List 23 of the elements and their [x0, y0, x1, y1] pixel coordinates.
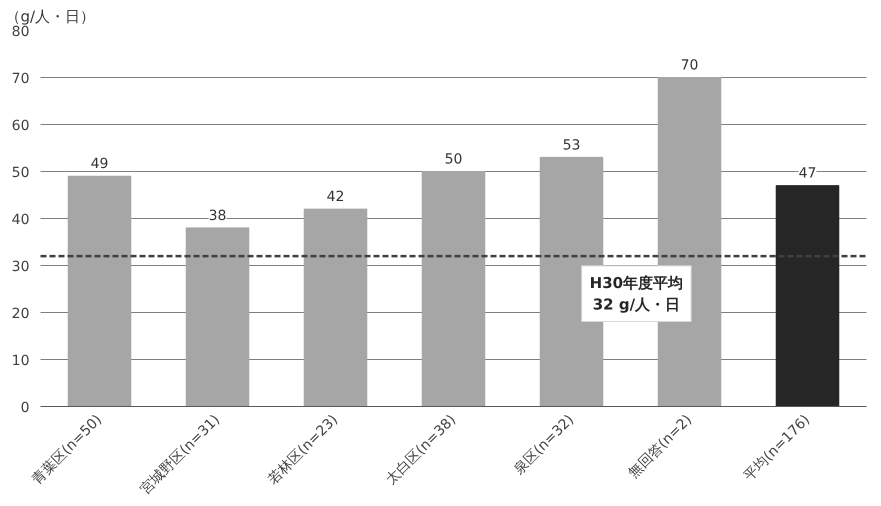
bar: [68, 176, 132, 406]
y-tick-label: 20: [12, 306, 30, 322]
data-label: 47: [798, 166, 816, 182]
ref-line-label: H30年度平均 32 g/人・日: [590, 274, 684, 314]
y-tick-label: 60: [12, 118, 30, 134]
y-tick-label: 0: [20, 400, 30, 416]
data-label: 49: [90, 156, 108, 172]
y-tick-label: 40: [12, 212, 30, 228]
bar: [776, 185, 840, 406]
data-label: 70: [680, 58, 698, 74]
y-tick-label: 30: [12, 259, 30, 275]
bar: [422, 171, 486, 406]
data-label: 50: [444, 152, 462, 168]
bar: [186, 227, 250, 406]
y-tick-label: 50: [12, 165, 30, 181]
data-label: 38: [208, 208, 226, 224]
data-label: 42: [326, 189, 344, 206]
bar: [304, 208, 368, 406]
data-label: 53: [562, 137, 580, 154]
y-axis-title: （g/人・日）: [6, 8, 96, 26]
y-tick-label: 70: [12, 71, 30, 87]
y-tick-label: 80: [12, 24, 30, 40]
y-tick-label: 10: [12, 353, 30, 369]
